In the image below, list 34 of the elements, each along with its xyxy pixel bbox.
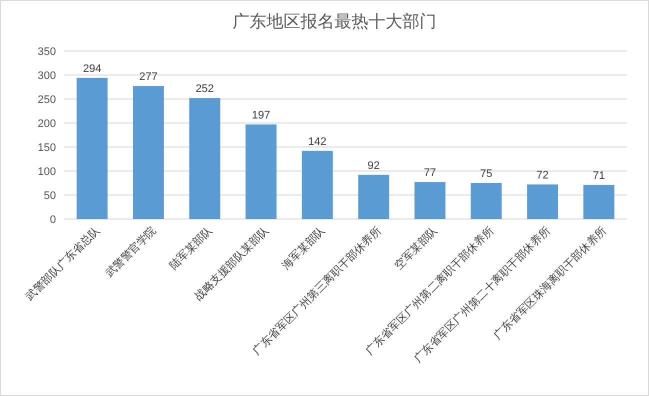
x-tick-label: 海军某部队 xyxy=(279,224,328,272)
bar xyxy=(583,184,614,219)
y-tick-label: 150 xyxy=(38,142,56,154)
bar xyxy=(246,124,277,219)
y-tick-label: 100 xyxy=(38,166,56,178)
bar xyxy=(76,78,108,219)
data-label: 71 xyxy=(592,170,605,182)
x-tick-label: 武警警官学院 xyxy=(102,224,159,280)
x-tick-label: 武警部队广东省总队 xyxy=(23,224,102,304)
data-label: 92 xyxy=(368,160,380,172)
bar xyxy=(527,184,558,219)
data-label: 277 xyxy=(139,71,158,84)
y-tick-label: 300 xyxy=(38,70,56,82)
bar xyxy=(414,182,446,219)
bar xyxy=(470,183,502,219)
x-tick-label: 空军某部队 xyxy=(392,224,440,272)
data-label: 75 xyxy=(480,168,492,180)
data-label: 197 xyxy=(252,109,270,122)
bar xyxy=(302,150,333,219)
y-tick-label: 200 xyxy=(38,118,56,130)
data-label: 72 xyxy=(536,169,549,182)
bar xyxy=(132,86,164,219)
bar xyxy=(358,174,390,219)
x-tick-label: 陆军某部队 xyxy=(166,224,215,272)
bar xyxy=(189,98,220,219)
data-label: 252 xyxy=(196,83,214,96)
data-label: 142 xyxy=(308,136,327,148)
data-label: 294 xyxy=(82,62,102,75)
data-label: 77 xyxy=(424,167,436,180)
y-tick-label: 50 xyxy=(44,190,56,202)
chart-title: 广东地区报名最热十大部门 xyxy=(232,12,436,31)
y-tick-label: 250 xyxy=(38,94,56,106)
y-tick-label: 0 xyxy=(50,214,56,226)
y-tick-label: 350 xyxy=(38,46,56,58)
